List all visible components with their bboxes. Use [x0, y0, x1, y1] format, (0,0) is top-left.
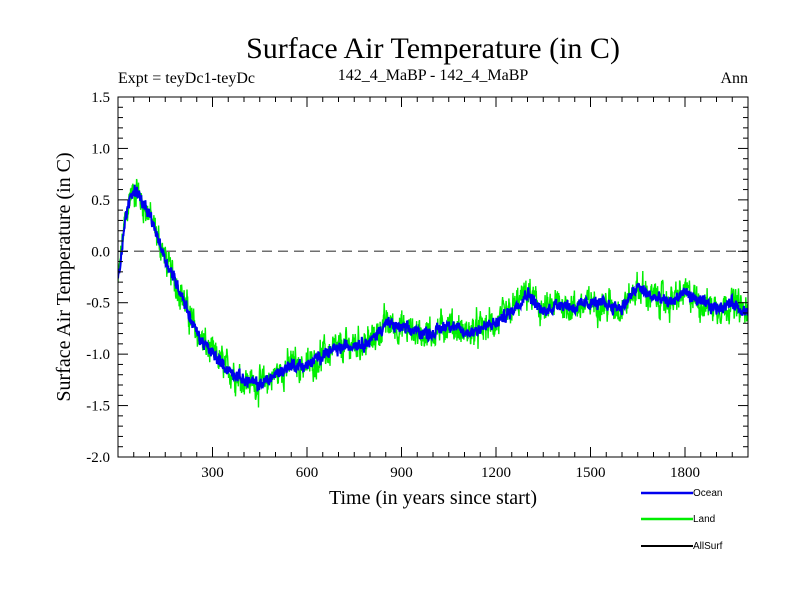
chart-subtitle-right: Ann	[720, 70, 748, 87]
x-tick-label: 300	[201, 465, 224, 481]
y-tick-label: -1.0	[86, 347, 110, 363]
plot-area: 300 600 900 1200 1500 1800 -2.0 -1.5 -1.0 -0.5 0.0…	[86, 90, 749, 481]
series-line-land	[118, 178, 748, 408]
legend-item-allsurf: AllSurf	[641, 541, 723, 552]
x-tick-label: 900	[390, 465, 413, 481]
x-axis-label: Time (in years since start)	[329, 487, 537, 509]
x-tick-label: 1500	[576, 465, 606, 481]
ticks-layer: 300 600 900 1200 1500 1800 -2.0 -1.5 -1.0 -0.5 0.0…	[86, 90, 748, 481]
y-tick-label: -0.5	[86, 296, 110, 312]
series-layer	[118, 178, 748, 408]
legend: Ocean Land AllSurf	[641, 488, 723, 552]
legend-item-land: Land	[641, 514, 715, 525]
y-axis-label: Surface Air Temperature (in C)	[53, 152, 75, 401]
plot-frame	[117, 96, 749, 458]
x-tick-label: 1800	[670, 465, 700, 481]
y-tick-label: 1.0	[91, 141, 110, 157]
legend-label-allsurf: AllSurf	[693, 541, 723, 552]
y-tick-label: 0.0	[91, 244, 110, 260]
y-tick-label: -2.0	[86, 450, 110, 466]
series-line-ocean	[118, 184, 748, 392]
x-tick-label: 1200	[481, 465, 511, 481]
legend-label-land: Land	[693, 514, 715, 525]
chart-subtitle-left: Expt = teyDc1-teyDc	[118, 70, 255, 87]
legend-item-ocean: Ocean	[641, 488, 722, 499]
y-tick-label: 1.5	[91, 90, 110, 106]
y-tick-label: -1.5	[86, 399, 110, 415]
chart-title: Surface Air Temperature (in C)	[246, 32, 620, 65]
legend-label-ocean: Ocean	[693, 488, 722, 499]
chart-subtitle-center: 142_4_MaBP - 142_4_MaBP	[338, 67, 529, 84]
y-tick-label: 0.5	[91, 193, 110, 209]
x-tick-label: 600	[296, 465, 319, 481]
